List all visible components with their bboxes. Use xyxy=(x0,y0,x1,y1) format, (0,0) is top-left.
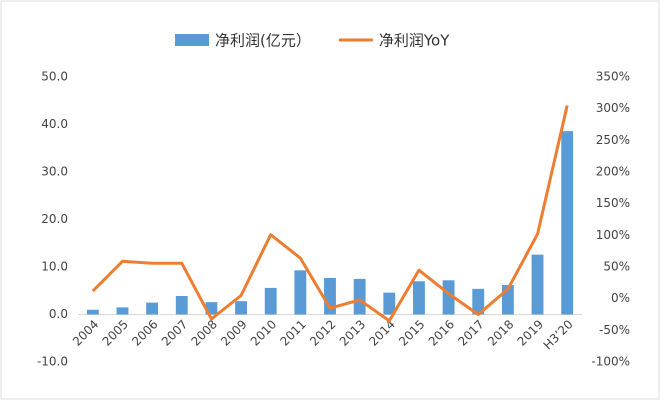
bar xyxy=(472,288,485,315)
bar xyxy=(86,309,99,315)
bar xyxy=(116,307,129,315)
bar xyxy=(324,277,336,315)
bar xyxy=(501,285,514,315)
y-tick-label: -10.0 xyxy=(37,355,68,369)
bar xyxy=(235,301,247,315)
line xyxy=(91,105,569,323)
y-tick-label: 30.0 xyxy=(41,165,68,179)
legend-label: 净利润YoY xyxy=(379,32,450,50)
legend-swatch xyxy=(175,34,209,46)
bar xyxy=(442,280,455,315)
bar xyxy=(383,292,396,315)
y-tick-label: 0.0 xyxy=(49,307,68,321)
y2-tick-label: 200% xyxy=(596,165,630,179)
bar xyxy=(531,254,544,315)
y2-tick-label: 250% xyxy=(596,133,630,147)
bar xyxy=(264,287,277,315)
y-tick-label: 40.0 xyxy=(41,117,68,131)
y2-tick-label: 0% xyxy=(611,291,630,305)
y2-tick-label: -100% xyxy=(591,355,630,369)
y2-tick-label: 100% xyxy=(596,228,630,242)
bar xyxy=(294,270,307,315)
bar xyxy=(175,295,188,315)
bar xyxy=(353,278,366,315)
bar xyxy=(146,302,159,315)
y2-tick-label: 150% xyxy=(596,196,630,210)
y-tick-label: 50.0 xyxy=(41,70,68,84)
y-tick-label: 20.0 xyxy=(41,212,68,226)
bar xyxy=(413,281,425,315)
y2-tick-label: 350% xyxy=(596,70,630,84)
legend-label: 净利润(亿元） xyxy=(215,32,311,50)
y2-tick-label: 50% xyxy=(603,260,630,274)
y2-tick-label: 300% xyxy=(596,101,630,115)
bar xyxy=(561,131,574,315)
y2-tick-label: -50% xyxy=(599,323,630,337)
y-tick-label: 10.0 xyxy=(41,260,68,274)
bar xyxy=(205,302,218,315)
